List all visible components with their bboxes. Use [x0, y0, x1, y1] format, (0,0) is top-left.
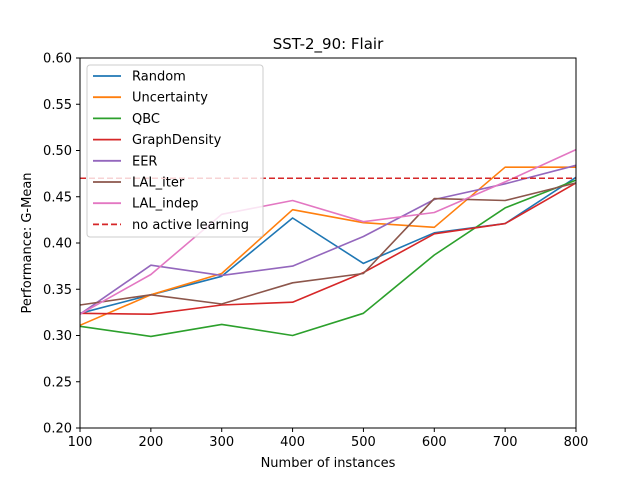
legend-label-6: LAL_indep — [132, 197, 199, 212]
series-line-3 — [79, 182, 577, 316]
y-axis-ticks: 0.20 0.25 0.30 0.35 0.40 0.45 0.50 0.55 0.60 — [43, 52, 80, 437]
legend-box — [86, 64, 264, 238]
x-tick-label-5: 600 — [422, 435, 447, 450]
y-tick-label-3: 0.35 — [43, 283, 72, 298]
x-tick-label-7: 800 — [564, 435, 589, 450]
series-line-2 — [79, 179, 577, 338]
y-tick-label-7: 0.55 — [43, 98, 72, 113]
series-line-1 — [79, 166, 576, 327]
chart-title: SST-2_90: Flair — [273, 35, 384, 54]
x-tick-label-2: 300 — [209, 435, 234, 450]
legend-label-4: EER — [132, 154, 157, 169]
x-axis-ticks: 100 200 300 400 500 600 700 800 — [68, 428, 589, 450]
legend-label-5: LAL_iter — [132, 176, 185, 191]
y-tick-label-2: 0.30 — [43, 329, 72, 344]
plot-lines — [79, 148, 577, 338]
x-tick-label-4: 500 — [351, 435, 376, 450]
legend-label-7: no active learning — [132, 218, 249, 233]
y-tick-label-6: 0.50 — [43, 144, 72, 159]
x-tick-label-6: 700 — [493, 435, 518, 450]
legend-label-3: GraphDensity — [132, 133, 222, 148]
y-axis-label: Performance: G-Mean — [20, 172, 35, 313]
y-tick-label-0: 0.20 — [43, 422, 72, 437]
series-line-6 — [79, 148, 577, 315]
x-tick-label-3: 400 — [280, 435, 305, 450]
x-axis-label: Number of instances — [261, 456, 396, 471]
y-tick-label-8: 0.60 — [43, 52, 72, 67]
series-line-5 — [79, 182, 577, 306]
x-tick-label-0: 100 — [68, 435, 93, 450]
y-tick-label-1: 0.25 — [43, 375, 72, 390]
legend: Random Uncertainty QBC GraphDensity EER LAL_i… — [86, 64, 264, 238]
y-tick-label-4: 0.40 — [43, 237, 72, 252]
legend-label-1: Uncertainty — [132, 91, 208, 106]
x-tick-label-1: 200 — [138, 435, 163, 450]
legend-label-2: QBC — [132, 112, 160, 127]
y-tick-label-5: 0.45 — [43, 190, 72, 205]
legend-label-0: Random — [132, 70, 186, 85]
